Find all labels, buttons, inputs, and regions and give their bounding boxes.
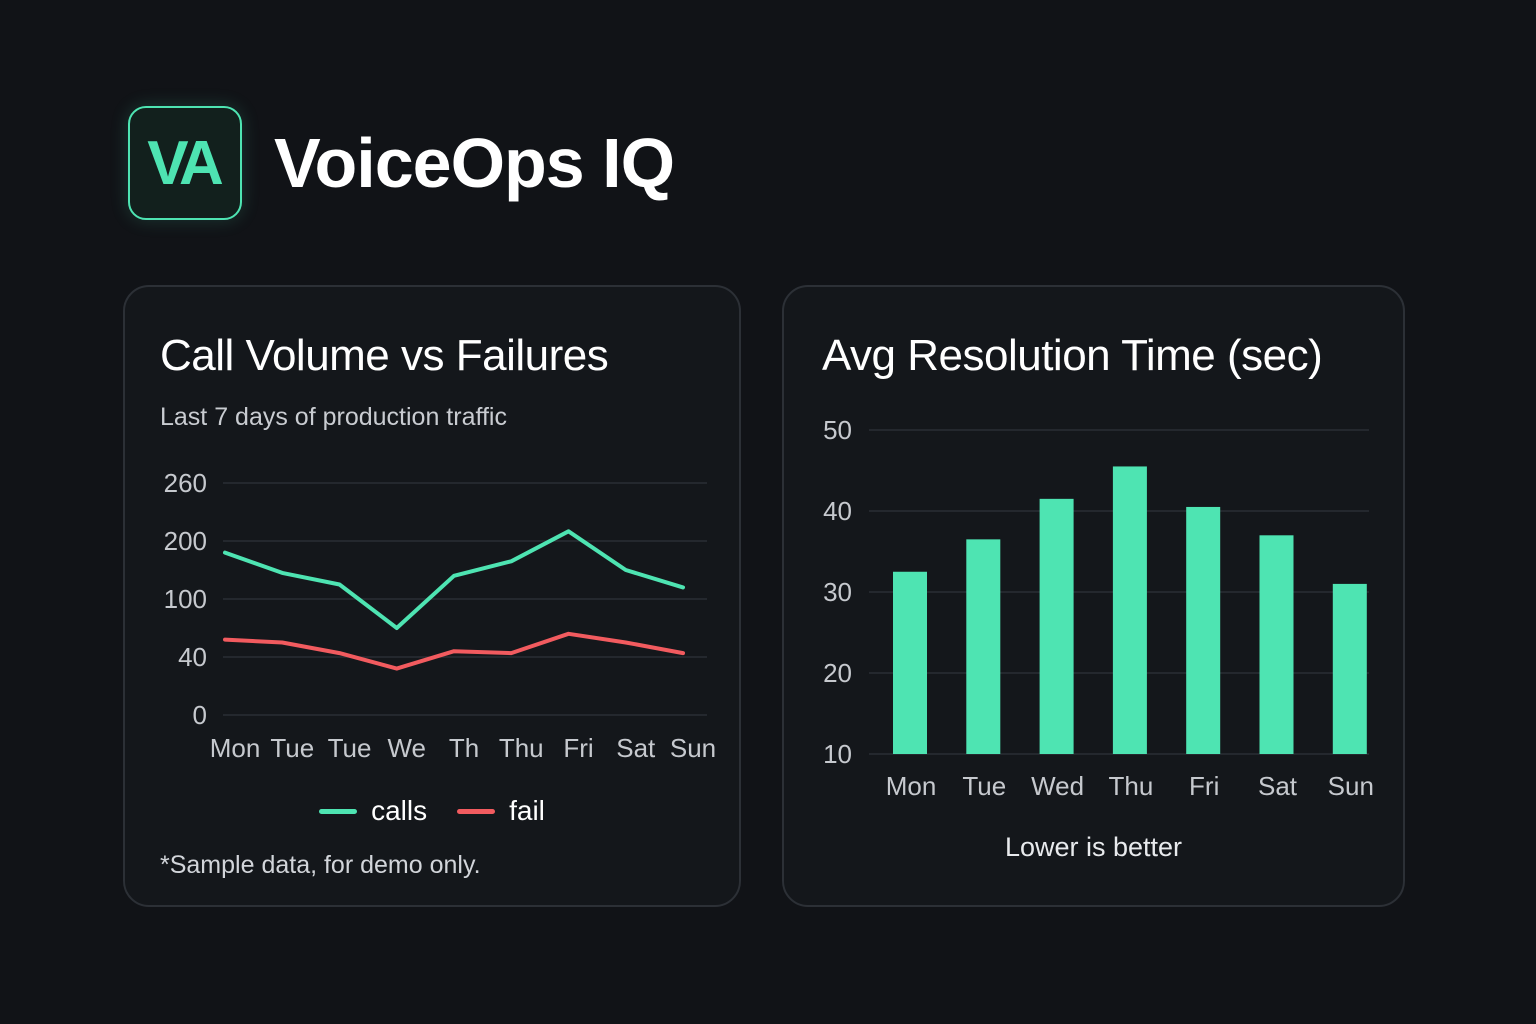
x-tick-label: Fri (1189, 771, 1219, 801)
chart-legend: calls fail (125, 795, 739, 827)
resolution-time-title: Avg Resolution Time (sec) (822, 331, 1323, 380)
y-tick-label: 0 (193, 700, 207, 730)
series-line-calls (223, 529, 685, 630)
x-tick-label: Sun (1328, 771, 1374, 801)
x-tick-label: Sun (670, 733, 716, 763)
legend-item-calls: calls (319, 795, 427, 827)
bar-mon (893, 571, 927, 754)
resolution-time-card: Avg Resolution Time (sec) 10 20 30 40 50 Mon T… (782, 285, 1405, 907)
y-tick-label: 100 (164, 584, 207, 614)
app-title: VoiceOps IQ (274, 124, 675, 202)
x-tick-label: Th (449, 733, 479, 763)
y-tick-label: 40 (178, 642, 207, 672)
bar-wed (1039, 498, 1074, 754)
x-tick-label: Mon (886, 771, 937, 801)
y-tick-label: 30 (823, 577, 852, 607)
y-tick-label: 10 (823, 739, 852, 769)
x-tick-label: Sat (1258, 771, 1298, 801)
x-tick-label: Sat (616, 733, 656, 763)
x-tick-label: We (387, 733, 426, 763)
call-volume-title: Call Volume vs Failures (160, 331, 609, 380)
x-tick-label: Wed (1031, 771, 1084, 801)
resolution-time-bar-chart: 10 20 30 40 50 Mon Tue Wed Thu Fri Sat Sun (823, 415, 1374, 801)
y-tick-label: 20 (823, 658, 852, 688)
x-tick-label: Thu (1108, 771, 1153, 801)
sample-data-footnote: *Sample data, for demo only. (160, 851, 481, 879)
legend-label: calls (371, 795, 428, 826)
bar-sun (1332, 583, 1367, 754)
y-tick-label: 40 (823, 496, 852, 526)
x-tick-label: Tue (328, 733, 372, 763)
legend-swatch (457, 808, 496, 814)
bar-thu (1112, 466, 1147, 754)
y-tick-label: 200 (164, 526, 207, 556)
call-volume-line-chart: 0 40 100 200 260 Mon Tue Tue We Th Thu Fri Sat Sun (164, 468, 717, 763)
x-tick-label: Tue (962, 771, 1006, 801)
call-volume-subtitle: Last 7 days of production traffic (160, 403, 507, 431)
x-tick-label: Mon (210, 733, 261, 763)
bar-sat (1259, 535, 1294, 754)
legend-item-fail: fail (457, 795, 545, 827)
call-volume-card: Call Volume vs Failures Last 7 days of p… (123, 285, 741, 907)
legend-swatch (319, 808, 358, 814)
bar-tue (966, 539, 1001, 754)
app-logo: VA (128, 106, 242, 220)
x-tick-label: Tue (270, 733, 314, 763)
bar-fri (1186, 506, 1221, 754)
lower-is-better-note: Lower is better (1004, 832, 1183, 862)
y-tick-label: 50 (823, 415, 852, 445)
x-tick-label: Fri (563, 733, 593, 763)
legend-label: fail (509, 795, 545, 826)
series-line-fail (223, 631, 685, 671)
x-tick-label: Thu (499, 733, 544, 763)
y-tick-label: 260 (164, 468, 207, 498)
brand: VA VoiceOps IQ (128, 106, 675, 220)
logo-text: VA (147, 128, 223, 198)
